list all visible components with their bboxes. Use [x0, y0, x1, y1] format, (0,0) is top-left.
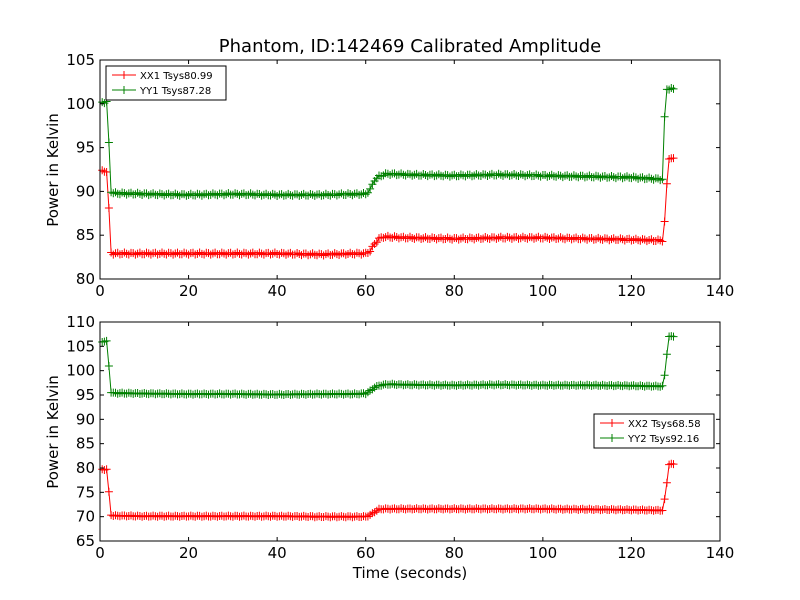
bottom-y-tick-label: 85	[76, 435, 95, 453]
top-legend-marker-2	[120, 86, 128, 94]
data-point	[658, 237, 667, 246]
bottom-x-tick-label: 40	[268, 544, 287, 562]
top-legend-box	[105, 65, 227, 101]
data-point	[658, 506, 667, 515]
top-legend: XX1 Tsys80.99 YY1 Tsys87.28	[105, 65, 227, 101]
data-point	[102, 465, 111, 474]
top-x-tick-label: 100	[529, 282, 558, 300]
top-x-tick-label: 20	[179, 282, 198, 300]
bottom-y-tick-label: 100	[66, 362, 95, 380]
bottom-y-tick-label: 70	[76, 508, 95, 526]
top-x-tick-label: 140	[706, 282, 735, 300]
bottom-legend: XX2 Tsys68.58 YY2 Tsys92.16	[593, 413, 715, 449]
bottom-y-tick-label: 75	[76, 483, 95, 501]
data-point	[366, 247, 375, 256]
top-x-tick-label: 40	[268, 282, 287, 300]
bottom-series-markers-2	[98, 332, 678, 399]
data-point	[102, 168, 111, 176]
bottom-x-tick-label: 80	[445, 544, 464, 562]
top-y-tick-label: 90	[76, 182, 95, 200]
data-point	[658, 381, 667, 390]
top-y-tick-label: 80	[76, 270, 95, 288]
bottom-x-tick-label: 60	[356, 544, 375, 562]
bottom-subplot: Power in Kelvin Time (seconds) 0 20 40 60 80…	[44, 313, 734, 582]
bottom-x-axis-label: Time (seconds)	[352, 564, 468, 582]
bottom-x-tick-label: 100	[529, 544, 558, 562]
data-point	[658, 175, 667, 184]
data-point	[104, 487, 113, 496]
bottom-y-tick-label: 80	[76, 459, 95, 477]
data-point	[104, 204, 113, 212]
data-point	[660, 112, 669, 121]
data-point	[662, 350, 671, 359]
bottom-x-tick-label: 140	[706, 544, 735, 562]
bottom-x-tick-label: 20	[179, 544, 198, 562]
bottom-legend-label-1: XX2 Tsys68.58	[628, 419, 701, 430]
data-point	[366, 184, 375, 193]
bottom-series-markers-1	[98, 459, 678, 522]
top-y-tick-label: 100	[66, 95, 95, 113]
top-x-tick-label: 0	[95, 282, 105, 300]
data-point	[372, 238, 381, 247]
bottom-y-tick-label: 105	[66, 337, 95, 355]
bottom-legend-label-2: YY2 Tsys92.16	[627, 434, 699, 445]
data-point	[660, 371, 669, 380]
top-x-tick-label: 60	[356, 282, 375, 300]
top-y-tick-label: 95	[76, 139, 95, 157]
data-point	[662, 179, 671, 188]
data-point	[104, 362, 113, 370]
bottom-x-tick-label: 120	[617, 544, 646, 562]
top-plot-frame	[99, 59, 721, 280]
data-point	[669, 460, 678, 469]
data-point	[662, 478, 671, 487]
top-series-markers-1	[98, 154, 678, 260]
top-subplot: Power in Kelvin 0 20 40 60 80 100 120 140 80 85 90…	[44, 51, 734, 300]
bottom-y-tick-label: 90	[76, 410, 95, 428]
top-legend-label-2: YY1 Tsys87.28	[139, 86, 211, 97]
top-y-tick-label: 85	[76, 226, 95, 244]
bottom-y-axis-label: Power in Kelvin	[44, 375, 62, 489]
data-point	[660, 495, 669, 504]
top-x-tick-label: 80	[445, 282, 464, 300]
bottom-y-tick-label: 65	[76, 532, 95, 550]
top-series-markers-2	[98, 84, 678, 200]
bottom-x-tick-label: 0	[95, 544, 105, 562]
data-point	[660, 217, 669, 226]
top-x-tick-label: 120	[617, 282, 646, 300]
bottom-legend-marker-1	[608, 419, 616, 427]
data-point	[102, 336, 111, 345]
bottom-legend-marker-2	[608, 434, 616, 442]
bottom-y-tick-label: 110	[66, 313, 95, 331]
bottom-y-tick-label: 95	[76, 386, 95, 404]
top-y-tick-label: 105	[66, 51, 95, 69]
data-point	[669, 154, 678, 163]
data-point	[669, 84, 678, 93]
bottom-legend-box	[593, 413, 715, 449]
top-legend-label-1: XX1 Tsys80.99	[140, 71, 213, 82]
figure-title: Phantom, ID:142469 Calibrated Amplitude	[219, 36, 601, 57]
data-point	[104, 138, 113, 147]
top-y-axis-label: Power in Kelvin	[44, 113, 62, 227]
bottom-plot-frame	[99, 321, 721, 542]
top-legend-marker-1	[120, 71, 128, 79]
data-point	[669, 332, 678, 341]
